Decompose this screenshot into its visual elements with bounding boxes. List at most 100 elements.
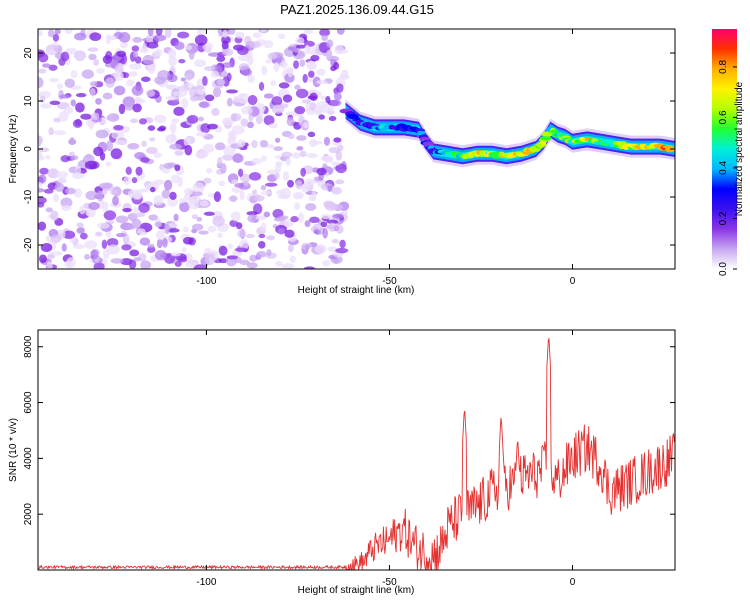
spectrogram-noise-cell (184, 261, 198, 268)
spectrogram-noise-cell (96, 67, 105, 74)
spectrogram-noise-cell (210, 70, 219, 78)
snr-y-tick-label: 6000 (23, 391, 34, 414)
spectrogram-x-axis-label: Height of straight line (km) (298, 285, 415, 296)
spectrogram-y-tick-label: -10 (23, 189, 34, 204)
spectrogram-noise-cell (42, 63, 51, 68)
spectrogram-noise-cell (227, 243, 233, 250)
spectrogram-noise-cell (295, 88, 309, 99)
spectrogram-noise-cell (113, 85, 126, 96)
spectrogram-noise-cell (231, 179, 239, 184)
spectrogram-noise-cell (40, 103, 52, 109)
spectrogram-noise-cell (80, 232, 88, 240)
spectrogram-noise-cell (335, 224, 344, 234)
spectrogram-noise-cell (288, 244, 294, 253)
spectrogram-noise-cell (326, 39, 334, 48)
spectrogram-noise-cell (294, 202, 301, 210)
spectrogram-noise-cell (53, 130, 67, 136)
spectrogram-noise-cell (278, 33, 286, 40)
spectrogram-noise-cell (195, 131, 208, 137)
spectrogram-noise-cell (173, 106, 185, 117)
spectrogram-noise-cell (331, 238, 339, 244)
spectrogram-noise-cell (153, 152, 162, 158)
spectrogram-noise-cell (331, 213, 344, 219)
spectrogram-noise-cell (113, 71, 124, 82)
spectrogram-signal-cell (417, 130, 426, 135)
spectrogram-noise-cell (268, 123, 279, 129)
spectrogram-noise-cell (103, 210, 117, 221)
spectrogram-noise-cell (290, 216, 299, 223)
spectrogram-signal-cell (422, 141, 435, 146)
spectrogram-noise-cell (54, 29, 61, 35)
spectrogram-noise-cell (43, 188, 54, 194)
spectrogram-noise-cell (128, 259, 137, 269)
spectrogram-noise-cell (282, 170, 289, 182)
snr-y-tick-label: 2000 (23, 503, 34, 526)
spectrogram-noise-cell (258, 241, 266, 249)
spectrogram-noise-cell (47, 29, 55, 38)
spectrogram-noise-cell (214, 142, 226, 151)
spectrogram-noise-cell (105, 161, 112, 167)
spectrogram-noise-cell (101, 201, 109, 212)
spectrogram-noise-cell (50, 210, 59, 221)
spectrogram-noise-cell (48, 64, 58, 71)
spectrogram-noise-cell (140, 157, 150, 163)
spectrogram-noise-cell (123, 176, 131, 185)
spectrogram-noise-cell (252, 189, 258, 195)
spectrogram-noise-cell (328, 147, 341, 154)
spectrogram-noise-cell (188, 198, 201, 210)
spectrogram-noise-cell (114, 139, 128, 146)
spectrogram-noise-cell (198, 116, 205, 122)
spectrogram-noise-cell (287, 179, 294, 188)
spectrogram-noise-cell (134, 190, 143, 200)
spectrogram-noise-cell (226, 89, 238, 94)
spectrogram-noise-cell (64, 29, 73, 35)
spectrogram-noise-cell (65, 187, 76, 195)
spectrogram-noise-cell (297, 212, 305, 223)
spectrogram-noise-cell (46, 261, 53, 269)
spectrogram-noise-cell (45, 50, 58, 55)
spectrogram-noise-cell (134, 56, 142, 64)
spectrogram-noise-cell (321, 34, 328, 42)
spectrogram-noise-cell (222, 62, 234, 69)
spectrogram-y-tick-label: -20 (23, 237, 34, 252)
spectrogram-noise-cell (118, 32, 131, 43)
spectrogram-noise-cell (169, 143, 182, 150)
spectrogram-noise-cell (310, 140, 323, 145)
spectrogram-noise-cell (38, 181, 43, 188)
spectrogram-noise-cell (243, 180, 249, 187)
chart-title: PAZ1.2025.136.09.44.G15 (280, 2, 434, 17)
spectrogram-noise-cell (187, 114, 199, 124)
spectrogram-noise-cell (239, 239, 249, 250)
spectrogram-noise-cell (222, 29, 228, 39)
spectrogram-noise-cell (162, 237, 168, 248)
spectrogram-noise-cell (287, 133, 295, 140)
spectrogram-noise-cell (81, 69, 94, 79)
spectrogram-noise-cell (263, 211, 271, 218)
spectrogram-noise-cell (282, 94, 293, 103)
spectrogram-noise-cell (134, 96, 142, 102)
spectrogram-noise-cell (173, 213, 179, 222)
spectrogram-noise-cell (156, 238, 163, 249)
spectrogram-noise-cell (301, 183, 310, 193)
spectrogram-noise-cell (48, 77, 60, 83)
spectrogram-noise-cell (48, 127, 54, 136)
spectrogram-noise-cell (309, 216, 320, 224)
spectrogram-noise-cell (304, 220, 311, 228)
spectrogram-noise-cell (110, 148, 123, 160)
spectrogram-noise-cell (38, 155, 45, 161)
spectrogram-noise-cell (246, 211, 258, 216)
spectrogram-noise-cell (93, 262, 105, 269)
spectrogram-noise-cell (178, 58, 186, 64)
spectrogram-noise-cell (166, 84, 175, 90)
spectrogram-noise-cell (139, 48, 150, 54)
spectrogram-noise-cell (334, 44, 344, 55)
spectrogram-noise-cell (328, 105, 335, 114)
spectrogram-noise-cell (265, 59, 273, 64)
spectrogram-noise-cell (263, 93, 274, 99)
spectrogram-noise-cell (129, 249, 140, 257)
spectrogram-noise-cell (38, 52, 49, 63)
spectrogram-noise-cell (320, 221, 328, 228)
spectrogram-noise-cell (260, 185, 267, 191)
spectrogram-noise-cell (212, 215, 225, 227)
